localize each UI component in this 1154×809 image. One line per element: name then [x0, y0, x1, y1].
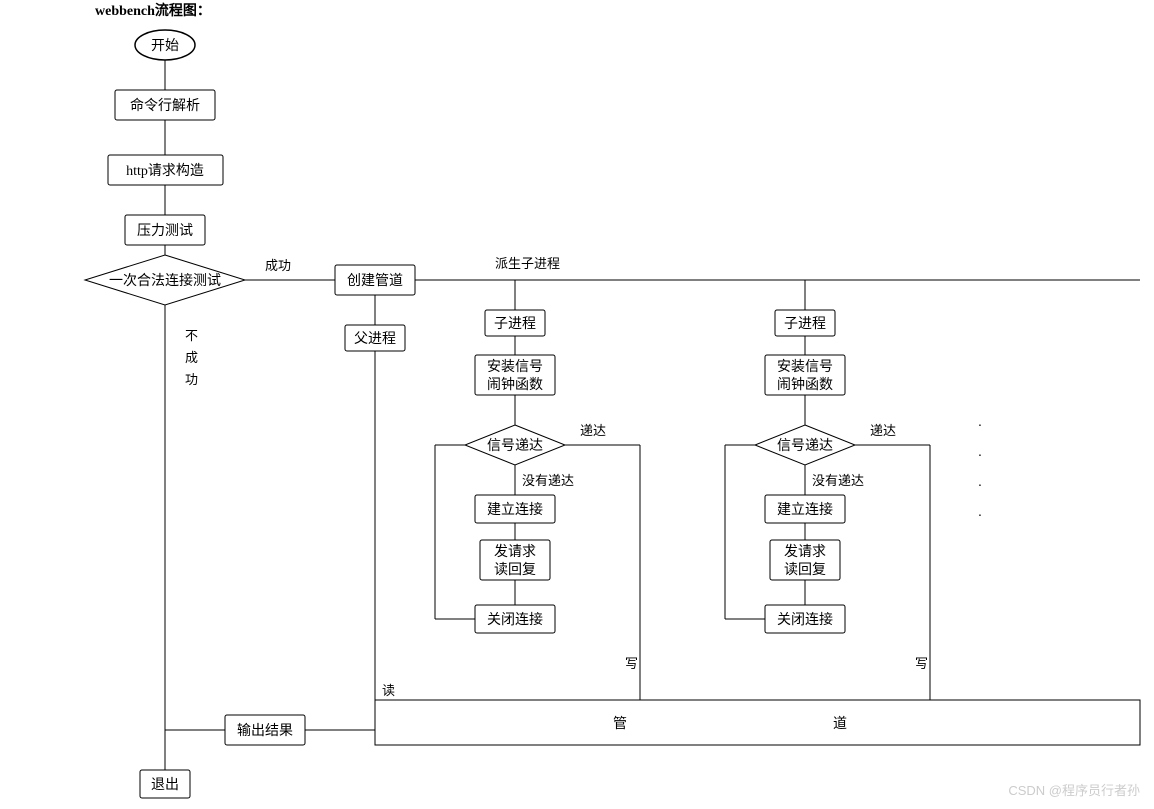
install-2-l2: 闹钟函数 [777, 376, 833, 393]
pipe-node [375, 700, 1140, 745]
request-1-l1: 发请求 [494, 544, 536, 560]
exit-label: 退出 [151, 777, 179, 793]
connect-1-label: 建立连接 [487, 501, 543, 518]
watermark: CSDN @程序员行者孙 [1008, 783, 1140, 798]
request-2-l1: 发请求 [784, 544, 826, 560]
install-1-l2: 闹钟函数 [487, 376, 543, 393]
success-label: 成功 [265, 258, 291, 273]
start-label: 开始 [151, 38, 179, 54]
close-2-label: 关闭连接 [777, 611, 833, 628]
ellipsis-dot: · [978, 449, 983, 464]
pipe-label-l: 管 [613, 716, 627, 732]
stress-test-label: 压力测试 [137, 223, 193, 239]
install-1-l1: 安装信号 [487, 359, 543, 375]
child-2-label: 子进程 [784, 316, 826, 332]
create-pipe-label: 创建管道 [347, 273, 403, 289]
not-arrive-1-label: 没有递达 [522, 473, 574, 488]
diagram-title: webbench流程图： [95, 2, 211, 19]
flowchart-canvas: webbench流程图： 开始 命令行解析 http请求构造 压力测试 一次合法… [0, 0, 1154, 809]
request-2-l2: 读回复 [784, 561, 826, 578]
not-arrive-2-label: 没有递达 [812, 473, 864, 488]
ellipsis-dot: · [978, 509, 983, 524]
legal-conn-label: 一次合法连接测试 [109, 272, 221, 289]
close-1-label: 关闭连接 [487, 611, 543, 628]
signal-2-label: 信号递达 [777, 438, 833, 454]
connect-2-label: 建立连接 [777, 501, 833, 518]
ellipsis-dot: · [978, 419, 983, 434]
cmd-parse-label: 命令行解析 [130, 97, 200, 114]
output-label: 输出结果 [237, 723, 293, 739]
read-label: 读 [382, 683, 395, 698]
arrive-2-label: 递达 [870, 423, 896, 438]
fork-label: 派生子进程 [495, 256, 560, 271]
fail-label-1: 不 [185, 328, 198, 343]
fail-label-3: 功 [185, 372, 198, 387]
parent-proc-label: 父进程 [354, 331, 396, 347]
arrive-1-label: 递达 [580, 423, 606, 438]
request-1-l2: 读回复 [494, 561, 536, 578]
pipe-label-r: 道 [833, 716, 847, 732]
fail-label-2: 成 [185, 350, 198, 365]
install-2-l1: 安装信号 [777, 359, 833, 375]
http-build-label: http请求构造 [126, 163, 204, 179]
write-1-label: 写 [625, 656, 638, 671]
child-1-label: 子进程 [494, 316, 536, 332]
write-2-label: 写 [915, 656, 928, 671]
signal-1-label: 信号递达 [487, 438, 543, 454]
ellipsis-dot: · [978, 479, 983, 494]
